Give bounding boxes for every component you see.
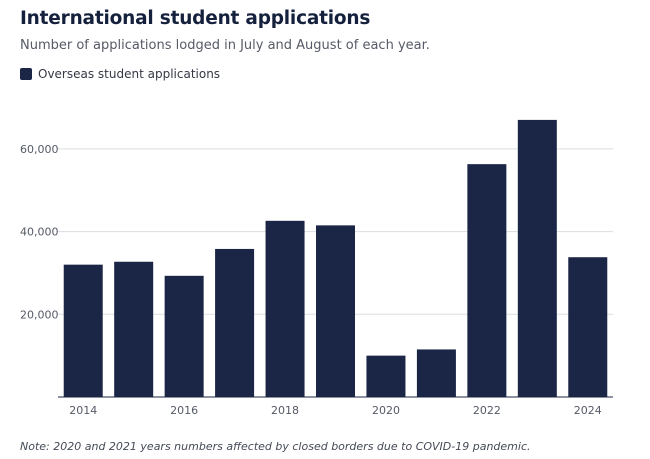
x-tick-label: 2016 bbox=[170, 404, 198, 417]
legend: Overseas student applications bbox=[20, 67, 220, 81]
bar-2017 bbox=[215, 248, 255, 397]
chart-title: International student applications bbox=[20, 8, 371, 29]
bar-2021 bbox=[416, 349, 456, 397]
y-axis-labels: 20,000 40,000 60,000 bbox=[20, 143, 59, 321]
bar-2020 bbox=[366, 355, 406, 397]
bar-2019 bbox=[316, 225, 355, 397]
chart-subtitle: Number of applications lodged in July an… bbox=[20, 38, 430, 53]
footnote: Note: 2020 and 2021 years numbers affect… bbox=[20, 440, 531, 453]
legend-label: Overseas student applications bbox=[38, 67, 221, 81]
bar-2018 bbox=[265, 220, 305, 397]
x-tick-label: 2022 bbox=[473, 404, 501, 417]
bar-2022 bbox=[467, 164, 507, 397]
x-tick-label: 2014 bbox=[69, 404, 97, 417]
x-tick-label: 2024 bbox=[574, 404, 602, 417]
x-tick-label: 2020 bbox=[372, 404, 400, 417]
y-tick-label: 60,000 bbox=[20, 143, 59, 156]
bar-2023 bbox=[517, 119, 557, 398]
bar-2014 bbox=[63, 264, 103, 397]
bar-2016 bbox=[164, 275, 204, 397]
x-tick-label: 2018 bbox=[271, 404, 299, 417]
y-tick-label: 40,000 bbox=[20, 226, 59, 239]
bar-2015 bbox=[114, 261, 154, 397]
bars bbox=[63, 119, 608, 398]
y-tick-label: 20,000 bbox=[20, 308, 59, 321]
legend-swatch bbox=[20, 68, 32, 80]
bar-2024 bbox=[568, 257, 608, 397]
x-axis-labels: 2014 2016 2018 2020 2022 2024 bbox=[69, 404, 602, 417]
